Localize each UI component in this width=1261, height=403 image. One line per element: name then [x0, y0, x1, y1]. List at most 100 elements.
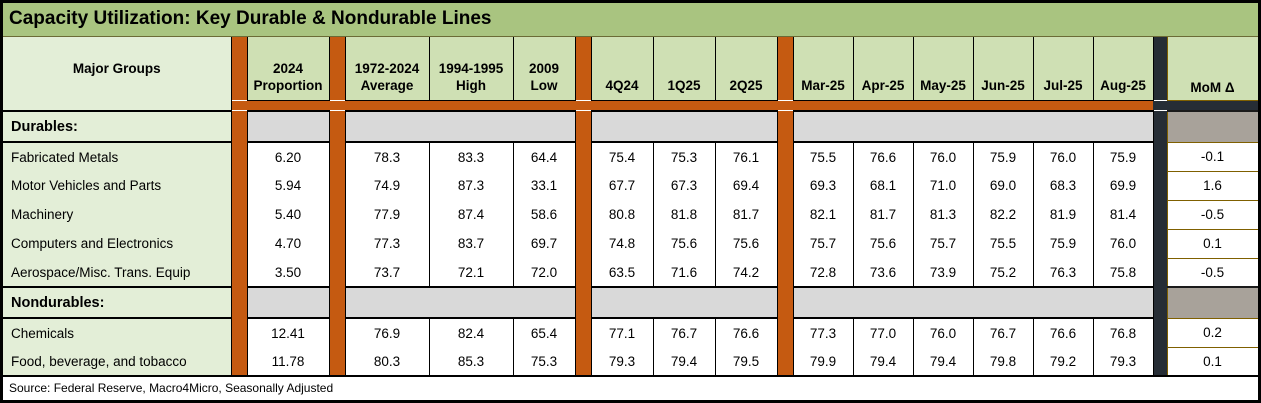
col-header-average: 1972-2024 Average: [344, 35, 430, 101]
orange-separator: [230, 347, 248, 376]
month-value-1: 75.6: [852, 229, 914, 258]
orange-separator: [776, 229, 794, 258]
orange-separator: [230, 229, 248, 258]
orange-separator: [230, 318, 248, 347]
col-header-high: 1994-1995 High: [428, 35, 514, 101]
source-row: Source: Federal Reserve, Macro4Micro, Se…: [3, 375, 1258, 398]
group-label: Durables:: [3, 110, 231, 143]
average-value: 77.3: [344, 229, 430, 258]
orange-separator: [328, 347, 346, 376]
row-label: Machinery: [3, 200, 231, 229]
quarter-value-1: 75.6: [652, 229, 716, 258]
month-value-4: 75.9: [1032, 229, 1094, 258]
proportion-value: 11.78: [246, 347, 330, 376]
orange-separator: [230, 171, 248, 200]
month-value-5: 75.9: [1092, 142, 1154, 171]
month-value-2: 75.7: [912, 229, 974, 258]
quarter-value-1: 79.4: [652, 347, 716, 376]
month-value-3: 76.7: [972, 318, 1034, 347]
month-value-2: 81.3: [912, 200, 974, 229]
orange-separator: [776, 111, 794, 142]
mom-delta-value: 0.1: [1166, 346, 1258, 377]
month-value-2: 79.4: [912, 347, 974, 376]
month-value-4: 81.9: [1032, 200, 1094, 229]
mom-delta-value: -0.5: [1166, 257, 1258, 288]
orange-separator: [776, 200, 794, 229]
dark-band: [1153, 100, 1258, 111]
month-value-5: 76.8: [1092, 318, 1154, 347]
dark-separator: [1153, 229, 1167, 258]
quarter-value-1: 76.7: [652, 318, 716, 347]
proportion-value: 3.50: [246, 258, 330, 287]
dark-separator: [1153, 318, 1167, 347]
quarter-value-0: 63.5: [590, 258, 654, 287]
mom-delta-value: 1.6: [1166, 170, 1258, 201]
separator-cell: [344, 286, 576, 319]
quarter-value-0: 77.1: [590, 318, 654, 347]
table-row: Computers and Electronics 4.70 77.3 83.7 69.…: [3, 228, 1258, 259]
quarter-value-0: 80.8: [590, 200, 654, 229]
month-value-0: 82.1: [792, 200, 854, 229]
low-value: 64.4: [512, 142, 576, 171]
mom-delta-value: -0.1: [1166, 141, 1258, 172]
quarter-value-2: 81.7: [714, 200, 778, 229]
average-value: 78.3: [344, 142, 430, 171]
dark-separator: [1153, 258, 1167, 287]
row-label: Motor Vehicles and Parts: [3, 171, 231, 200]
high-value: 87.4: [428, 200, 514, 229]
orange-separator: [328, 111, 346, 142]
month-value-0: 75.5: [792, 142, 854, 171]
quarter-value-0: 79.3: [590, 347, 654, 376]
table-body: Durables: Fabricated Metals 6.20 78.3 83.3 64…: [3, 110, 1258, 377]
col-header-2q25: 2Q25: [714, 35, 778, 101]
month-value-4: 68.3: [1032, 171, 1094, 200]
col-header-mar25: Mar-25: [792, 35, 854, 101]
row-label: Computers and Electronics: [3, 229, 231, 258]
mom-separator-cell: [1166, 110, 1258, 143]
low-value: 69.7: [512, 229, 576, 258]
month-value-4: 76.6: [1032, 318, 1094, 347]
separator-cell: [246, 110, 330, 143]
table-row: Food, beverage, and tobacco 11.78 80.3 85.3…: [3, 346, 1258, 377]
orange-separator: [776, 258, 794, 287]
separator-cell: [344, 110, 576, 143]
average-value: 80.3: [344, 347, 430, 376]
band-label-spacer: [3, 100, 231, 111]
orange-separator: [230, 142, 248, 171]
table-title: Capacity Utilization: Key Durable & Nond…: [3, 3, 1258, 37]
quarter-value-1: 71.6: [652, 258, 716, 287]
orange-separator: [574, 111, 592, 142]
group-label: Nondurables:: [3, 286, 231, 319]
proportion-value: 5.94: [246, 171, 330, 200]
col-header-aug25: Aug-25: [1092, 35, 1154, 101]
dark-separator: [1153, 111, 1167, 142]
month-value-1: 77.0: [852, 318, 914, 347]
high-value: 72.1: [428, 258, 514, 287]
table-row: Machinery 5.40 77.9 87.4 58.6 80.8 81.8 81.7 82.…: [3, 199, 1258, 230]
month-value-0: 75.7: [792, 229, 854, 258]
orange-separator: [574, 258, 592, 287]
month-value-1: 76.6: [852, 142, 914, 171]
orange-separator: [574, 318, 592, 347]
low-value: 65.4: [512, 318, 576, 347]
average-value: 77.9: [344, 200, 430, 229]
orange-separator: [230, 36, 248, 100]
orange-separator: [574, 229, 592, 258]
low-value: 72.0: [512, 258, 576, 287]
orange-separator: [328, 229, 346, 258]
month-value-2: 76.0: [912, 318, 974, 347]
orange-separator: [574, 36, 592, 100]
month-value-3: 75.2: [972, 258, 1034, 287]
quarter-value-1: 67.3: [652, 171, 716, 200]
month-value-2: 76.0: [912, 142, 974, 171]
quarter-value-2: 76.6: [714, 318, 778, 347]
month-value-3: 75.5: [972, 229, 1034, 258]
month-value-1: 73.6: [852, 258, 914, 287]
title-row: Capacity Utilization: Key Durable & Nond…: [3, 3, 1258, 37]
high-value: 85.3: [428, 347, 514, 376]
average-value: 73.7: [344, 258, 430, 287]
quarter-value-2: 79.5: [714, 347, 778, 376]
low-value: 75.3: [512, 347, 576, 376]
quarter-value-1: 81.8: [652, 200, 716, 229]
